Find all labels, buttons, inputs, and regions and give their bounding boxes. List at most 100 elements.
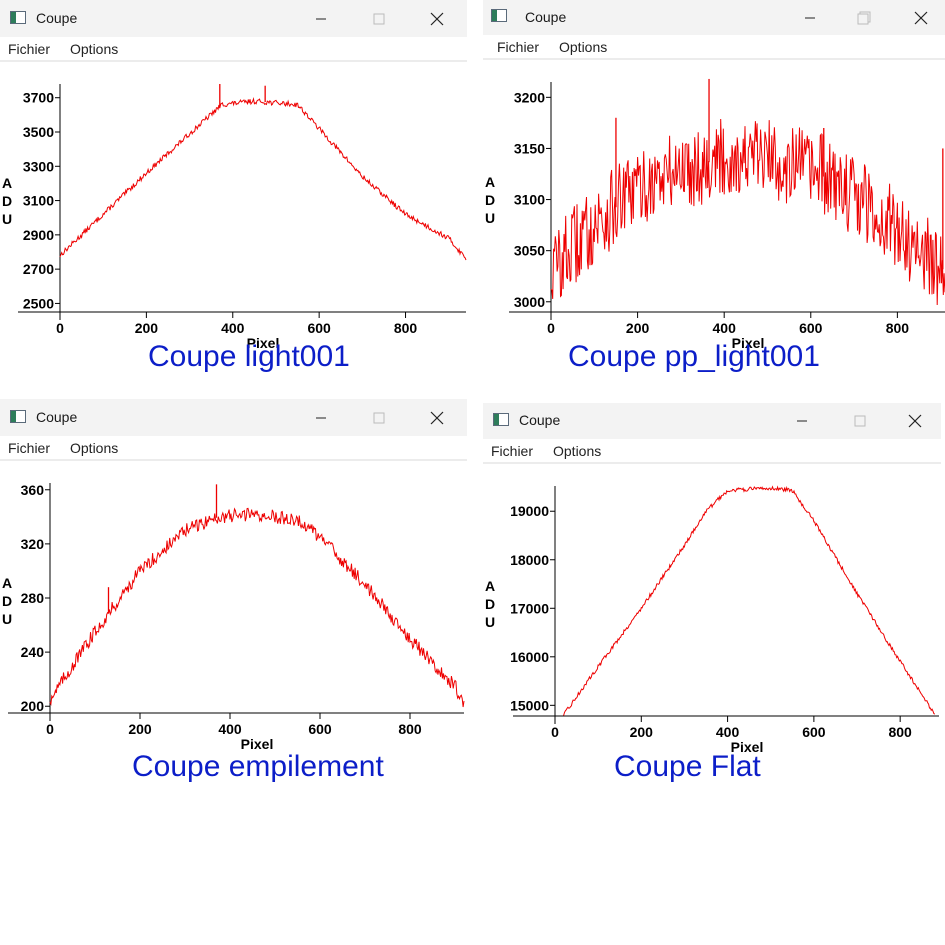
maximize-button[interactable]	[350, 0, 408, 37]
x-tick-label: 800	[886, 320, 910, 336]
y-axis-title-letter: A	[485, 174, 495, 190]
y-tick-label: 15000	[510, 697, 549, 713]
x-tick-label: 600	[802, 724, 826, 740]
y-axis-title-letter: U	[485, 614, 495, 630]
window-title: Coupe	[36, 10, 78, 26]
x-tick-label: 400	[716, 724, 740, 740]
y-axis-title-letter: U	[2, 211, 12, 227]
x-axis-title: Pixel	[247, 335, 280, 351]
x-tick-label: 600	[308, 721, 332, 737]
close-button[interactable]	[897, 0, 945, 35]
x-tick-label: 0	[46, 721, 54, 737]
maximize-button[interactable]	[835, 0, 893, 35]
y-tick-label: 17000	[510, 600, 549, 616]
app-icon	[491, 9, 507, 22]
data-series-line	[563, 485, 936, 716]
y-tick-label: 3150	[514, 140, 545, 156]
menu-fichier[interactable]: Fichier	[8, 440, 51, 456]
x-tick-label: 400	[713, 320, 737, 336]
y-tick-label: 200	[21, 698, 45, 714]
y-tick-label: 3000	[514, 294, 545, 310]
menu-options[interactable]: Options	[70, 41, 119, 57]
close-button[interactable]	[408, 399, 466, 436]
minimize-button[interactable]	[292, 0, 350, 37]
x-axis-title: Pixel	[241, 736, 274, 752]
x-tick-label: 400	[221, 320, 245, 336]
chart: 2500 2700 2900 3100 3300 3500 3700 0 200 400 600 80…	[2, 84, 467, 351]
y-tick-label: 19000	[510, 503, 549, 519]
x-tick-label: 200	[626, 320, 650, 336]
minimize-icon	[797, 420, 807, 422]
data-series-line	[49, 507, 465, 708]
y-axis-title-letter: D	[485, 596, 495, 612]
x-tick-label: 0	[547, 320, 555, 336]
y-tick-label: 2700	[23, 261, 54, 277]
app-icon	[10, 410, 26, 423]
close-icon	[430, 411, 444, 424]
minimize-button[interactable]	[781, 0, 839, 35]
menu-fichier[interactable]: Fichier	[8, 41, 51, 57]
menu-fichier[interactable]: Fichier	[491, 443, 534, 459]
chart-caption: Coupe pp_light001	[568, 340, 820, 373]
x-tick-label: 200	[135, 320, 159, 336]
maximize-icon	[854, 415, 866, 427]
maximize-button[interactable]	[831, 403, 889, 439]
x-tick-label: 0	[56, 320, 64, 336]
data-series-line	[550, 118, 945, 306]
menu-fichier[interactable]: Fichier	[497, 39, 540, 55]
y-axis-title-letter: A	[2, 575, 12, 591]
y-tick-label: 2500	[23, 295, 54, 311]
close-icon	[914, 11, 928, 24]
x-tick-label: 200	[128, 721, 152, 737]
title-bar[interactable]: Coupe	[0, 0, 467, 37]
chart-caption: Coupe light001	[148, 340, 350, 373]
close-button[interactable]	[408, 0, 466, 37]
title-bar[interactable]: Coupe	[483, 403, 941, 439]
menu-options[interactable]: Options	[559, 39, 608, 55]
y-tick-label: 3700	[23, 90, 54, 106]
minimize-button[interactable]	[773, 403, 831, 439]
title-bar[interactable]: Coupe	[0, 399, 467, 436]
x-tick-label: 800	[394, 320, 418, 336]
maximize-icon	[857, 11, 871, 24]
y-tick-label: 240	[21, 644, 45, 660]
close-button[interactable]	[889, 403, 941, 439]
y-axis-title-letter: A	[485, 578, 495, 594]
y-axis-title-letter: D	[2, 193, 12, 209]
maximize-icon	[373, 13, 385, 24]
app-icon	[10, 11, 26, 24]
title-bar[interactable]: Coupe	[483, 0, 945, 35]
window-coupe-empilement: Coupe Fichier Options 200 240 280 320 360 0 20…	[0, 399, 467, 773]
y-axis-title-letter: A	[2, 175, 12, 191]
menu-bar: Fichier Options	[0, 37, 467, 62]
menu-options[interactable]: Options	[553, 443, 602, 459]
y-tick-label: 18000	[510, 552, 549, 568]
y-axis-title-letter: D	[2, 593, 12, 609]
y-tick-label: 320	[21, 536, 45, 552]
maximize-icon	[373, 412, 385, 423]
x-tick-label: 0	[551, 724, 559, 740]
x-tick-label: 800	[398, 721, 422, 737]
x-tick-label: 800	[888, 724, 912, 740]
window-title: Coupe	[519, 412, 561, 428]
maximize-button[interactable]	[350, 399, 408, 436]
close-icon	[908, 414, 922, 428]
x-axis-title: Pixel	[732, 335, 765, 351]
chart: 15000 16000 17000 18000 19000 0 200 400 600 800 Pi…	[485, 485, 939, 755]
chart: 3000 3050 3100 3150 3200 0 200 400 600 800 Pixel AD…	[485, 78, 945, 351]
x-tick-label: 600	[307, 320, 331, 336]
chart-caption: Coupe Flat	[614, 750, 761, 783]
data-series-line	[59, 96, 467, 261]
y-tick-label: 3050	[514, 243, 545, 259]
y-axis-title-letter: U	[2, 611, 12, 627]
menu-options[interactable]: Options	[70, 440, 119, 456]
y-tick-label: 280	[21, 590, 45, 606]
x-tick-label: 600	[799, 320, 823, 336]
window-title: Coupe	[36, 409, 78, 425]
y-tick-label: 2900	[23, 227, 54, 243]
minimize-icon	[805, 17, 815, 18]
minimize-button[interactable]	[292, 399, 350, 436]
y-tick-label: 3500	[23, 124, 54, 140]
close-icon	[430, 12, 444, 25]
